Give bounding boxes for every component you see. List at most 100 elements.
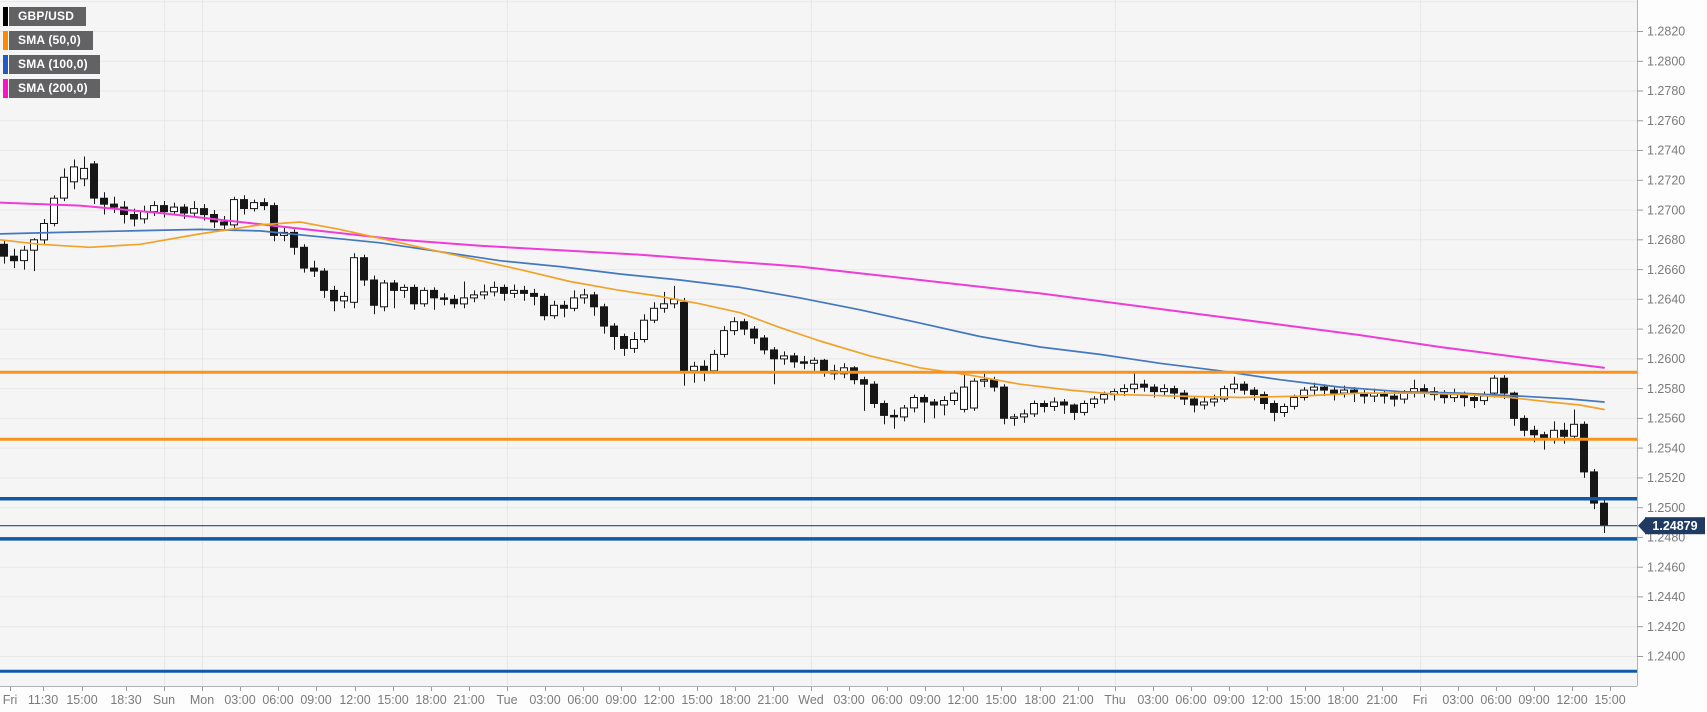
price-tick-label: 1.2520	[1647, 471, 1685, 485]
sma-line-2000[interactable]	[0, 201, 1605, 369]
candle-body	[800, 361, 808, 364]
time-tick-label: 15:00	[377, 693, 408, 707]
legend-color-marker	[3, 55, 8, 74]
candle-body	[260, 202, 268, 207]
candle-body	[1200, 401, 1208, 406]
candle-body	[1010, 416, 1018, 419]
candle-body	[1240, 383, 1248, 391]
price-tick-label: 1.2460	[1647, 560, 1685, 574]
level-lines	[0, 370, 1637, 673]
candle-body	[180, 206, 188, 214]
candle-body	[520, 289, 528, 294]
candle-body	[920, 397, 928, 403]
candle-body	[980, 379, 988, 382]
candle-body	[220, 221, 228, 226]
candle-body	[350, 257, 358, 303]
candle-body	[1030, 403, 1038, 415]
candle-body	[580, 294, 588, 299]
candle-body	[860, 379, 868, 385]
candle-body	[1140, 383, 1148, 388]
time-tick-label: 12:00	[643, 693, 674, 707]
candle-body	[1600, 502, 1608, 527]
candle-body	[1050, 401, 1058, 407]
candle-body	[1580, 423, 1588, 473]
time-tick-label: 03:00	[1442, 693, 1473, 707]
candle-body	[600, 306, 608, 327]
price-axis: 1.2820 1.2800 1.2780 1.2760 1.2740 1.2720 1.27…	[1637, 25, 1685, 664]
candle-body	[1070, 404, 1078, 413]
candle-body	[110, 203, 118, 208]
time-tick-label: 03:00	[529, 693, 560, 707]
price-tick-label: 1.2700	[1647, 203, 1685, 217]
time-tick-label: 18:00	[719, 693, 750, 707]
legend-item-gbp-usd[interactable]: GBP/USD	[3, 7, 87, 26]
candle-body	[770, 349, 778, 360]
candle-body	[1130, 383, 1138, 390]
candle-body	[40, 223, 48, 241]
candle-body	[940, 400, 948, 406]
time-tick-label: 09:00	[909, 693, 940, 707]
sma-line-1000[interactable]	[0, 228, 1605, 403]
candle-body	[1300, 389, 1308, 399]
candle-body	[1450, 394, 1458, 399]
candle-body	[230, 199, 238, 226]
candle-body	[1150, 386, 1158, 393]
time-tick-label: 12:00	[1556, 693, 1587, 707]
candle-body	[660, 303, 668, 309]
candle-body	[1520, 417, 1528, 431]
time-tick-label: 15:00	[1289, 693, 1320, 707]
legend-item-sma-100-0[interactable]: SMA (100,0)	[3, 55, 100, 74]
legend-label: GBP/USD	[9, 7, 87, 26]
candle-body	[930, 401, 938, 406]
candle-body	[320, 270, 328, 291]
candle-body	[400, 286, 408, 291]
candle-body	[1420, 388, 1428, 393]
candle-body	[70, 166, 78, 183]
time-tick-label: 11:30	[28, 693, 58, 707]
candle-body	[910, 397, 918, 409]
candle-body	[160, 205, 168, 213]
candle-body	[10, 255, 18, 262]
candle-body	[1270, 403, 1278, 413]
candle-body	[950, 392, 958, 402]
candle-body	[540, 295, 548, 317]
price-tick-label: 1.2660	[1647, 263, 1685, 277]
time-tick-label: 06:00	[871, 693, 902, 707]
candle-body	[500, 286, 508, 294]
candle-body	[720, 330, 728, 355]
candle-body	[310, 267, 318, 272]
legend-color-marker	[3, 31, 8, 50]
time-tick-label: 18:30	[110, 693, 141, 707]
candle-body	[190, 208, 198, 214]
time-tick-label: Fri	[3, 693, 18, 707]
candle-body	[1290, 397, 1298, 407]
price-tick-label: 1.2500	[1647, 501, 1685, 515]
candle-body	[270, 205, 278, 236]
time-tick-label: 09:00	[1518, 693, 1549, 707]
time-tick-label: Fri	[1413, 693, 1428, 707]
candle-body	[1230, 383, 1238, 390]
candle-body	[340, 295, 348, 302]
legend-color-marker	[3, 7, 8, 26]
time-tick-label: 12:00	[947, 693, 978, 707]
legend-label: SMA (50,0)	[9, 31, 93, 50]
candle-body	[960, 386, 968, 410]
legend-item-sma-50-0[interactable]: SMA (50,0)	[3, 31, 93, 50]
sma-line-500[interactable]	[0, 221, 1605, 411]
candle-body	[1020, 413, 1028, 418]
candle-body	[1320, 386, 1328, 391]
candle-body	[380, 282, 388, 308]
price-tick-label: 1.2420	[1647, 620, 1685, 634]
candle-body	[1500, 377, 1508, 394]
candle-body	[1100, 394, 1108, 400]
time-tick-label: 06:00	[262, 693, 293, 707]
candle-body	[470, 294, 478, 299]
candle-body	[550, 304, 558, 317]
legend-item-sma-200-0[interactable]: SMA (200,0)	[3, 79, 100, 98]
candle-body	[240, 199, 248, 210]
candle-body	[1470, 397, 1478, 401]
candle-body	[490, 286, 498, 293]
plot-background[interactable]	[0, 0, 1637, 686]
candle-body	[750, 328, 758, 339]
